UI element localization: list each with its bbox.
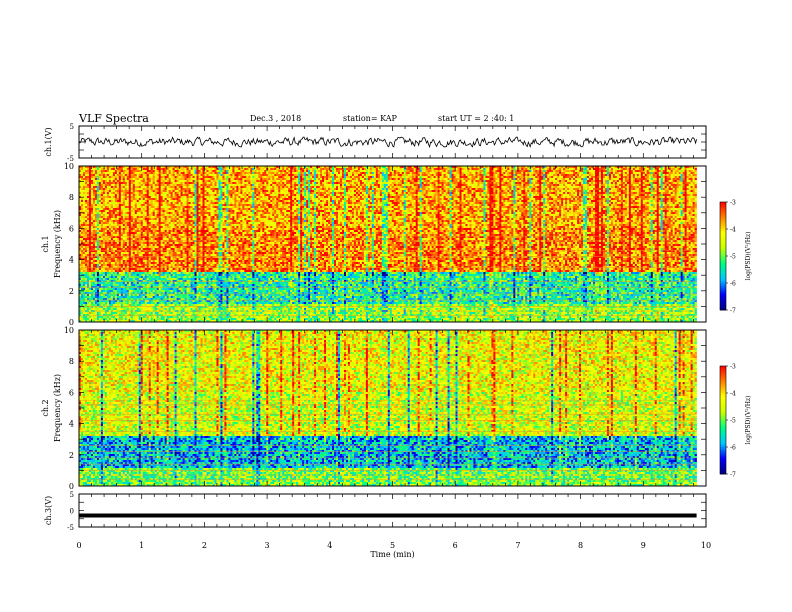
- colorbar-tick-label: -4: [730, 391, 736, 398]
- y-tick-label: 0: [69, 318, 74, 327]
- x-tick-label: 4: [327, 541, 332, 550]
- colorbar-label: log(PSD)(V²/Hz): [745, 396, 752, 445]
- y-tick-label: -5: [67, 524, 74, 532]
- panel-axes: 0 2 4 6 8 10: [64, 326, 707, 491]
- x-tick-label: 6: [453, 541, 458, 550]
- y-tick-label: 2: [69, 287, 74, 296]
- start-time-label: start UT = 2 :40: 1: [438, 114, 514, 123]
- y-tick-label: -5: [67, 155, 74, 163]
- colorbar-tick-label: -6: [730, 281, 736, 288]
- y-tick-label: 0: [70, 508, 74, 516]
- colorbar-ch2: -3 -4 -5 -6 -7 log(PSD)(V²/Hz): [719, 364, 752, 479]
- x-tick-label: 3: [265, 541, 270, 550]
- colorbar-tick-label: -6: [730, 445, 736, 452]
- y-tick-label: 10: [64, 162, 74, 171]
- y-tick-label: 5: [70, 491, 74, 499]
- y-tick-label: 8: [69, 193, 74, 202]
- y-tick-label: 4: [69, 256, 74, 265]
- y-tick-label: 6: [69, 388, 74, 397]
- y-tick-label: 8: [69, 357, 74, 366]
- x-tick-label: 5: [390, 541, 395, 550]
- x-tick-label: 10: [701, 541, 711, 550]
- figure-title: VLF Spectra: [79, 112, 149, 125]
- ch1-frequency-ylabel: Frequency (kHz): [53, 210, 62, 278]
- colorbar-tick-label: -4: [730, 227, 736, 234]
- ch1-waveform-ylabel: ch.1(V): [44, 127, 53, 156]
- ch3-waveform-ylabel: ch.3(V): [44, 496, 53, 525]
- colorbar-tick-label: -5: [730, 418, 736, 425]
- y-tick-label: 2: [69, 451, 74, 460]
- ch1-ylabel: ch.1: [41, 235, 50, 252]
- x-tick-label: 8: [578, 541, 583, 550]
- y-tick-label: 5: [70, 123, 74, 131]
- y-tick-label: 10: [64, 326, 74, 335]
- x-tick-label: 0: [76, 541, 81, 550]
- date-label: Dec.3 , 2018: [250, 114, 301, 123]
- spectrogram-ch2: [79, 330, 697, 487]
- panel-axes: 5 0 -5: [67, 491, 707, 532]
- colorbar-tick-label: -3: [730, 364, 736, 371]
- colorbar-tick-label: -7: [730, 472, 736, 479]
- ch1-waveform-line: [78, 136, 697, 149]
- x-tick-label: 9: [641, 541, 646, 550]
- x-tick-label: 1: [139, 541, 144, 550]
- ch2-ylabel: ch.2: [41, 399, 50, 416]
- y-tick-label: 0: [69, 482, 74, 491]
- x-axis-label: Time (min): [370, 550, 414, 559]
- colorbar-tick-label: -3: [730, 200, 736, 207]
- x-tick-label: 7: [515, 541, 520, 550]
- colorbar-tick-label: -5: [730, 254, 736, 261]
- spectrogram-ch1: [79, 166, 697, 323]
- station-label: station= KAP: [343, 114, 397, 123]
- ch2-frequency-ylabel: Frequency (kHz): [53, 374, 62, 442]
- colorbar-ch1: -3 -4 -5 -6 -7 log(PSD)(V²/Hz): [719, 200, 752, 315]
- panel-axes: 5 -5: [67, 123, 707, 163]
- y-tick-label: 4: [69, 420, 74, 429]
- x-tick-label: 2: [202, 541, 207, 550]
- y-tick-label: 6: [69, 224, 74, 233]
- colorbar-tick-label: -7: [730, 308, 736, 315]
- panel-axes: 0 2 4 6 8 10: [64, 162, 707, 327]
- colorbar-label: log(PSD)(V²/Hz): [745, 232, 752, 281]
